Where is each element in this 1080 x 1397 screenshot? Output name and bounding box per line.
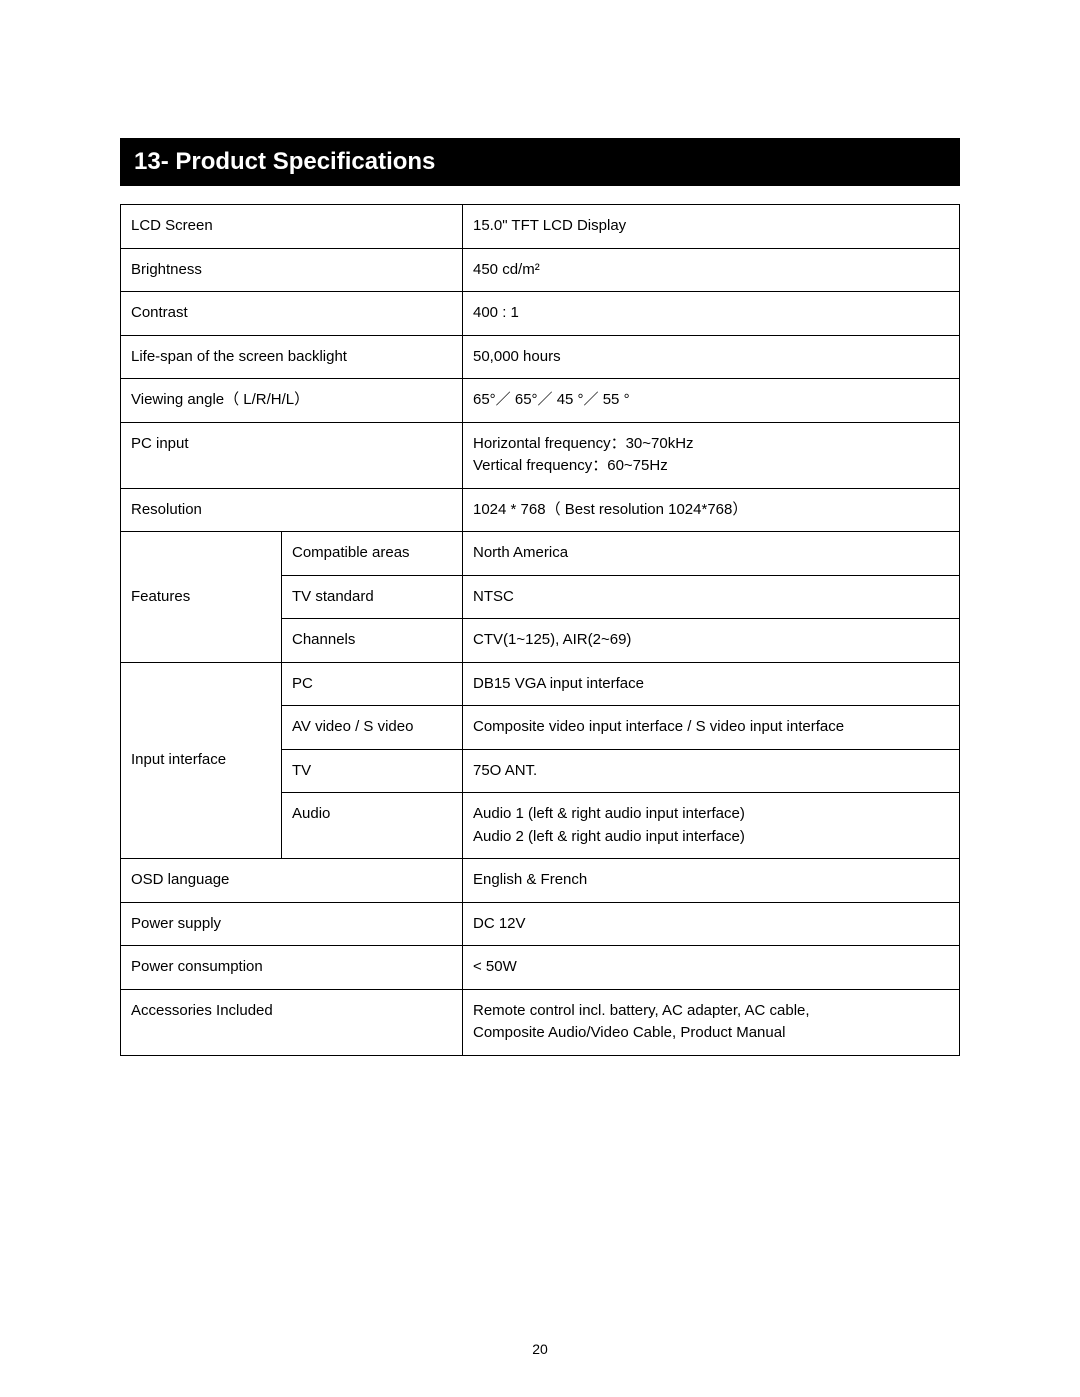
section-title: 13- Product Specifications [120, 138, 960, 186]
spec-sublabel: AV video / S video [282, 706, 463, 750]
spec-value: Horizontal frequency：30~70kHzVertical fr… [463, 422, 960, 488]
spec-label: Life-span of the screen backlight [121, 335, 463, 379]
spec-label: Accessories Included [121, 989, 463, 1055]
table-row: Input interface PC DB15 VGA input interf… [121, 662, 960, 706]
spec-label: Power supply [121, 902, 463, 946]
spec-sublabel: Audio [282, 793, 463, 859]
spec-label: Resolution [121, 488, 463, 532]
table-row: Brightness 450 cd/m² [121, 248, 960, 292]
spec-label: Viewing angle（ L/R/H/L） [121, 379, 463, 423]
spec-value: < 50W [463, 946, 960, 990]
spec-value: DB15 VGA input interface [463, 662, 960, 706]
spec-value: CTV(1~125), AIR(2~69) [463, 619, 960, 663]
spec-value: 450 cd/m² [463, 248, 960, 292]
spec-value: 400 : 1 [463, 292, 960, 336]
table-row: Power consumption < 50W [121, 946, 960, 990]
spec-value: English & French [463, 859, 960, 903]
spec-label: LCD Screen [121, 205, 463, 249]
table-row: Life-span of the screen backlight 50,000… [121, 335, 960, 379]
spec-value: NTSC [463, 575, 960, 619]
spec-value: Remote control incl. battery, AC adapter… [463, 989, 960, 1055]
table-row: Features Compatible areas North America [121, 532, 960, 576]
page: 13- Product Specifications LCD Screen 15… [0, 0, 1080, 1056]
spec-label: Contrast [121, 292, 463, 336]
spec-label: Power consumption [121, 946, 463, 990]
spec-value: 15.0" TFT LCD Display [463, 205, 960, 249]
table-row: Resolution 1024 * 768（ Best resolution 1… [121, 488, 960, 532]
spec-value: North America [463, 532, 960, 576]
spec-label: PC input [121, 422, 463, 488]
spec-value: Audio 1 (left & right audio input interf… [463, 793, 960, 859]
spec-label-group: Input interface [121, 662, 282, 859]
spec-value: Composite video input interface / S vide… [463, 706, 960, 750]
table-row: PC input Horizontal frequency：30~70kHzVe… [121, 422, 960, 488]
spec-label: Brightness [121, 248, 463, 292]
table-row: Contrast 400 : 1 [121, 292, 960, 336]
spec-value: 50,000 hours [463, 335, 960, 379]
spec-sublabel: Compatible areas [282, 532, 463, 576]
page-number: 20 [0, 1341, 1080, 1357]
table-row: Power supply DC 12V [121, 902, 960, 946]
spec-value: 1024 * 768（ Best resolution 1024*768） [463, 488, 960, 532]
spec-sublabel: Channels [282, 619, 463, 663]
spec-table: LCD Screen 15.0" TFT LCD Display Brightn… [120, 204, 960, 1056]
spec-sublabel: PC [282, 662, 463, 706]
table-row: Viewing angle（ L/R/H/L） 65°／ 65°／ 45 °／ … [121, 379, 960, 423]
table-row: OSD language English & French [121, 859, 960, 903]
spec-value: 65°／ 65°／ 45 °／ 55 ° [463, 379, 960, 423]
spec-sublabel: TV standard [282, 575, 463, 619]
table-row: LCD Screen 15.0" TFT LCD Display [121, 205, 960, 249]
table-row: Accessories Included Remote control incl… [121, 989, 960, 1055]
spec-value: DC 12V [463, 902, 960, 946]
spec-label: OSD language [121, 859, 463, 903]
spec-sublabel: TV [282, 749, 463, 793]
spec-value: 75O ANT. [463, 749, 960, 793]
spec-label-group: Features [121, 532, 282, 663]
